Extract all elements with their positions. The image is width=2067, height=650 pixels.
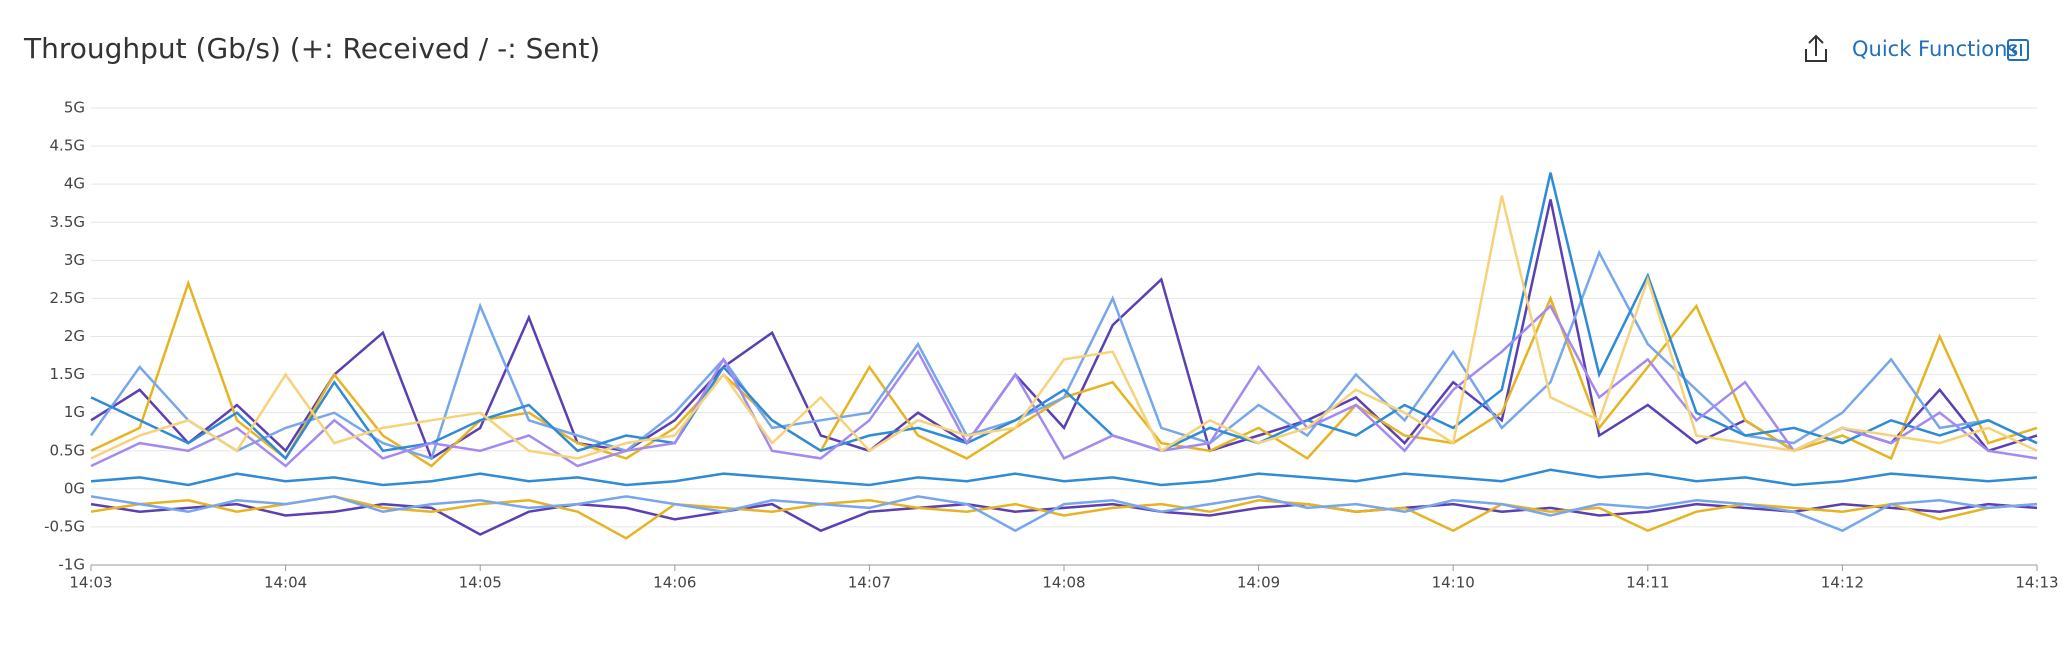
x-tick-label: 14:05 [459, 574, 502, 592]
series-line [89, 249, 2038, 460]
series-line [90, 468, 2038, 487]
y-tick-label: 4.5G [50, 137, 85, 155]
y-tick-label: 3.5G [50, 213, 85, 231]
x-tick-label: 14:04 [264, 574, 307, 592]
series-line [90, 303, 2038, 468]
series-line [90, 172, 2038, 461]
series-line [90, 199, 2038, 461]
y-tick-label: 2.5G [50, 289, 85, 307]
y-tick-label: 4G [64, 175, 85, 193]
quick-functions-link[interactable]: Quick Functions [1852, 37, 2018, 61]
export-icon [1805, 34, 1827, 62]
y-tick-label: 3G [64, 251, 85, 269]
y-tick-label: 2G [64, 327, 85, 345]
chart-title: Throughput (Gb/s) (+: Received / -: Sent… [23, 32, 600, 65]
series-line [90, 195, 2038, 460]
panel-arrow [2010, 44, 2022, 56]
y-tick-label: 5G [64, 99, 85, 117]
y-tick-label: 1.5G [50, 365, 85, 383]
x-tick-label: 14:09 [1237, 574, 1280, 592]
x-tick-label: 14:11 [1626, 574, 1669, 592]
x-tick-label: 14:06 [653, 574, 696, 592]
y-tick-label: 0G [64, 479, 85, 497]
y-tick-label: 1G [64, 403, 85, 421]
export-button[interactable] [1805, 34, 1827, 62]
x-tick-label: 14:12 [1821, 574, 1864, 592]
x-tick-label: 14:10 [1432, 574, 1475, 592]
y-tick-label: 0.5G [50, 441, 85, 459]
y-tick-label: -1G [58, 556, 85, 574]
x-tick-label: 14:03 [69, 574, 112, 592]
y-tick-label: -0.5G [44, 517, 85, 535]
x-tick-label: 14:08 [1042, 574, 1085, 592]
plot-area: -1G -0.5G 0G 0.5G 1G 1.5G 2G 2.5G 3G 3.5G 4G 4.5G 5G… [44, 99, 2059, 592]
series-line [90, 495, 2038, 540]
quick-functions-icon[interactable] [2007, 39, 2029, 61]
panel-icon [2007, 39, 2029, 61]
x-tick-label: 14:13 [2015, 574, 2058, 592]
series-line [90, 495, 2038, 533]
x-tick-label: 14:07 [848, 574, 891, 592]
